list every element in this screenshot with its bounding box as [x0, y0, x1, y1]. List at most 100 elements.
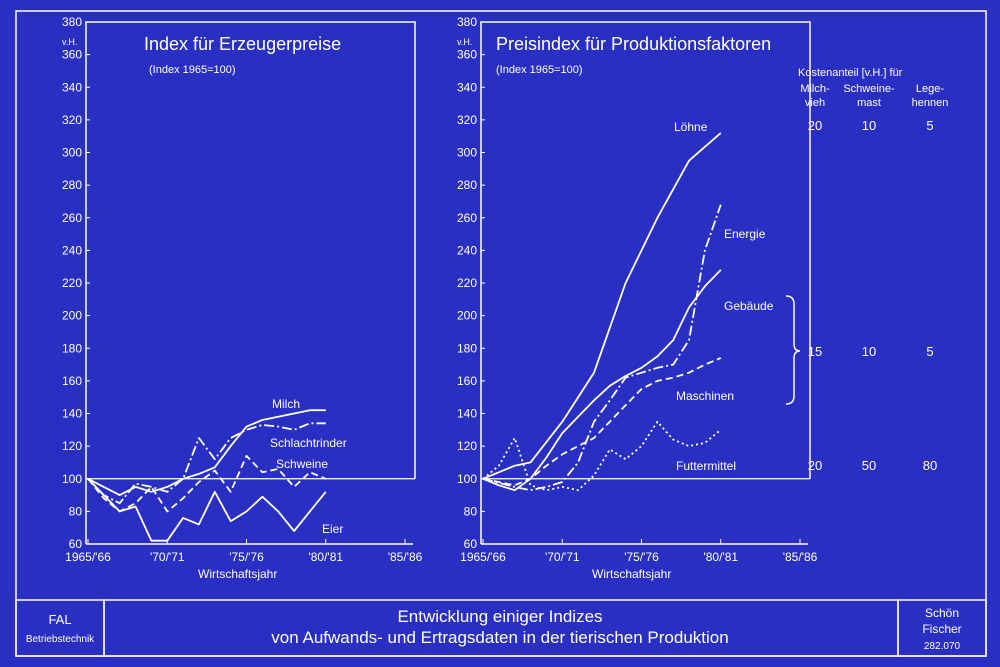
cost-share-cell: 50	[862, 458, 876, 473]
y-tick-label: 80	[464, 504, 478, 518]
production-factor-chart: Preisindex für Produktionsfaktoren (Inde…	[457, 15, 818, 581]
cost-share-column-head: Lege-	[916, 83, 944, 95]
series-line-energie	[482, 204, 722, 492]
plot-area: 60 80 100 120 140 160 180 200 220 240 260 280 300 320…	[457, 15, 818, 564]
y-tick-label: 160	[457, 374, 477, 388]
y-tick-label: 380	[62, 15, 82, 29]
y-tick-label: 220	[62, 276, 82, 290]
cost-share-column-head: hennen	[912, 97, 949, 109]
y-tick-label: 340	[457, 80, 477, 94]
cost-share-cell: 80	[923, 458, 937, 473]
footer-right-box	[897, 599, 987, 657]
y-tick-label: 320	[457, 113, 477, 127]
cost-share-rows: 20 10 5 15 10 5 20 50 80	[808, 118, 937, 473]
x-tick-label: 1965/'66	[460, 550, 506, 564]
x-tick-label: '85/'86	[388, 550, 423, 564]
x-tick-label: '75/'76	[229, 550, 264, 564]
y-tick-label: 280	[62, 178, 82, 192]
y-axis-unit: v.H.	[457, 37, 472, 47]
cost-share-cell: 5	[926, 118, 933, 133]
y-tick-label: 180	[457, 341, 477, 355]
y-tick-label: 300	[62, 146, 82, 160]
x-tick-label: '70/'71	[150, 550, 185, 564]
cost-share-table: Kostenanteil [v.H.] für Milch-vieh Schwei…	[785, 67, 948, 473]
producer-price-chart: Index für Erzeugerpreise (Index 1965=100…	[62, 15, 423, 581]
y-tick-label: 260	[457, 211, 477, 225]
x-axis-label: Wirtschaftsjahr	[198, 567, 277, 581]
x-tick-label: '80/'81	[308, 550, 343, 564]
cost-share-cell: 20	[808, 458, 822, 473]
footer: FAL Betriebstechnik Entwicklung einiger …	[15, 599, 987, 657]
cost-share-column-head: Milch-	[800, 83, 830, 95]
cost-share-column-head: vieh	[805, 97, 825, 109]
series-line-eier	[87, 478, 327, 542]
x-tick-label: '75/'76	[624, 550, 659, 564]
y-tick-label: 160	[62, 374, 82, 388]
y-tick-label: 200	[457, 309, 477, 323]
group-brace	[785, 295, 801, 405]
cost-share-cell: 20	[808, 118, 822, 133]
x-tick-label: '70/'71	[545, 550, 580, 564]
y-tick-label: 100	[457, 472, 477, 486]
y-tick-label: 320	[62, 113, 82, 127]
y-tick-label: 260	[62, 211, 82, 225]
series-label-maschinen: Maschinen	[676, 389, 734, 403]
cost-share-column-heads: Milch-vieh Schweine-mast Lege-hennen	[800, 83, 948, 109]
cost-share-header: Kostenanteil [v.H.] für	[798, 67, 903, 79]
series-line-löhne	[482, 132, 722, 480]
chart-subtitle: (Index 1965=100)	[149, 64, 236, 76]
y-tick-label: 280	[457, 178, 477, 192]
series-line-schweine	[87, 455, 327, 513]
institute-name: FAL	[48, 612, 71, 627]
series-label-futtermittel: Futtermittel	[676, 459, 736, 473]
y-tick-label: 140	[457, 407, 477, 421]
y-tick-label: 60	[69, 537, 83, 551]
cost-share-cell: 15	[808, 344, 822, 359]
y-tick-label: 120	[62, 439, 82, 453]
y-tick-label: 180	[62, 341, 82, 355]
y-tick-label: 100	[62, 472, 82, 486]
series-label-löhne: Löhne	[674, 120, 708, 134]
cost-share-cell: 10	[862, 118, 876, 133]
chart-subtitle: (Index 1965=100)	[496, 64, 583, 76]
chart-title: Preisindex für Produktionsfaktoren	[496, 34, 771, 54]
cost-share-column-head: mast	[857, 97, 881, 109]
series-label-energie: Energie	[724, 227, 766, 241]
series-label-gebäude: Gebäude	[724, 299, 774, 313]
y-tick-label: 140	[62, 407, 82, 421]
y-tick-label: 340	[62, 80, 82, 94]
y-tick-label: 360	[62, 48, 82, 62]
author-1: Schön	[925, 606, 959, 620]
y-tick-label: 200	[62, 309, 82, 323]
x-axis-label: Wirtschaftsjahr	[592, 567, 671, 581]
y-tick-label: 360	[457, 48, 477, 62]
slide-number: 282.070	[924, 641, 961, 652]
y-tick-label: 60	[464, 537, 478, 551]
series-label-schlachtrinder: Schlachtrinder	[270, 436, 347, 450]
slide-title-line2: von Aufwands- und Ertragsdaten in der ti…	[271, 628, 728, 647]
cost-share-cell: 10	[862, 344, 876, 359]
x-tick-label: '85/'86	[783, 550, 818, 564]
cost-share-column-head: Schweine-	[843, 83, 895, 95]
series-line-schlachtrinder	[87, 422, 326, 505]
series-label-eier: Eier	[322, 522, 343, 536]
y-tick-label: 240	[457, 243, 477, 257]
y-tick-label: 300	[457, 146, 477, 160]
series-line-maschinen	[482, 357, 722, 487]
y-axis-unit: v.H.	[62, 37, 77, 47]
y-tick-label: 380	[457, 15, 477, 29]
y-tick-label: 80	[69, 504, 83, 518]
author-2: Fischer	[922, 622, 961, 636]
series-label-milch: Milch	[272, 397, 300, 411]
department-name: Betriebstechnik	[26, 634, 95, 645]
x-tick-label: '80/'81	[703, 550, 738, 564]
slide-title-line1: Entwicklung einiger Indizes	[397, 607, 602, 626]
y-tick-label: 240	[62, 243, 82, 257]
x-tick-label: 1965/'66	[65, 550, 111, 564]
y-tick-label: 120	[457, 439, 477, 453]
series-line-gebäude	[482, 269, 722, 492]
series-label-schweine: Schweine	[276, 457, 328, 471]
series-line-milch	[87, 409, 326, 496]
